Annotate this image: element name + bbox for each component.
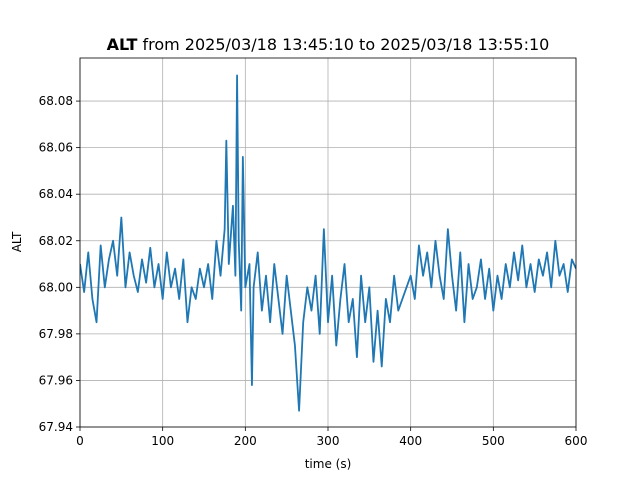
y-tick-label: 68.04: [39, 187, 73, 201]
y-tick-label: 67.98: [39, 327, 73, 341]
y-tick-label: 67.94: [39, 420, 73, 434]
y-axis-label: ALT: [10, 231, 24, 252]
y-tick-label: 68.06: [39, 141, 73, 155]
x-tick-label: 600: [565, 434, 588, 448]
x-tick-label: 100: [151, 434, 174, 448]
y-tick-label: 68.08: [39, 94, 73, 108]
x-tick-label: 500: [482, 434, 505, 448]
x-tick-label: 200: [234, 434, 257, 448]
x-axis-label: time (s): [305, 457, 352, 471]
title-range: from 2025/03/18 13:45:10 to 2025/03/18 1…: [142, 35, 549, 54]
y-tick-label: 68.00: [39, 280, 73, 294]
title-variable: ALT: [107, 35, 138, 54]
chart-title: ALT from 2025/03/18 13:45:10 to 2025/03/1…: [107, 35, 550, 54]
data-line: [80, 74, 576, 412]
y-tick-label: 67.96: [39, 373, 73, 387]
x-tick-label: 400: [399, 434, 422, 448]
x-tick-label: 300: [317, 434, 340, 448]
y-tick-label: 68.02: [39, 234, 73, 248]
x-tick-label: 0: [76, 434, 84, 448]
plot-frame: [79, 57, 577, 428]
